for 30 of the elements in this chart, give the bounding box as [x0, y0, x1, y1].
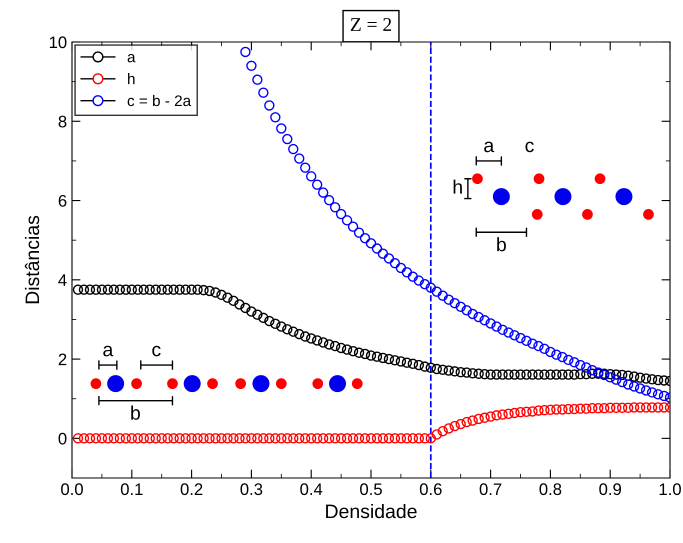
x-tick-label: 0.0	[61, 483, 83, 496]
y-tick-label: 2	[58, 353, 66, 366]
x-axis-title: Densidade	[326, 504, 417, 518]
annotation: a	[484, 142, 494, 152]
x-tick-label: 0.1	[120, 483, 143, 496]
x-tick-label: 0.6	[420, 483, 442, 496]
x-tick-label: 0.4	[300, 483, 322, 496]
legend-label: h	[128, 73, 135, 84]
y-tick-label: 10	[50, 36, 66, 48]
y-tick-label: 0	[58, 432, 66, 445]
y-tick-label: 6	[58, 194, 66, 207]
x-tick-label: 0.2	[180, 483, 202, 496]
legend-label: c = b - 2a	[128, 94, 192, 106]
legend-label: a	[128, 54, 136, 62]
annotation: b	[497, 237, 506, 252]
x-tick-label: 0.7	[480, 483, 502, 496]
x-tick-label: 0.8	[539, 483, 562, 496]
chart-title: Z = 2	[350, 18, 392, 31]
y-tick-label: 8	[58, 116, 66, 128]
annotation: h	[454, 180, 462, 194]
y-tick-label: 4	[58, 274, 67, 286]
x-tick-label: 1.0	[660, 483, 681, 496]
x-tick-label: 0.5	[360, 483, 382, 496]
annotation: a	[103, 346, 114, 356]
annotation: b	[131, 406, 140, 420]
x-tick-label: 0.3	[240, 483, 262, 496]
x-tick-label: 0.9	[599, 483, 621, 496]
annotation: c	[525, 142, 534, 152]
y-axis-title: Distâncias	[24, 216, 40, 304]
annotation: c	[152, 346, 161, 356]
